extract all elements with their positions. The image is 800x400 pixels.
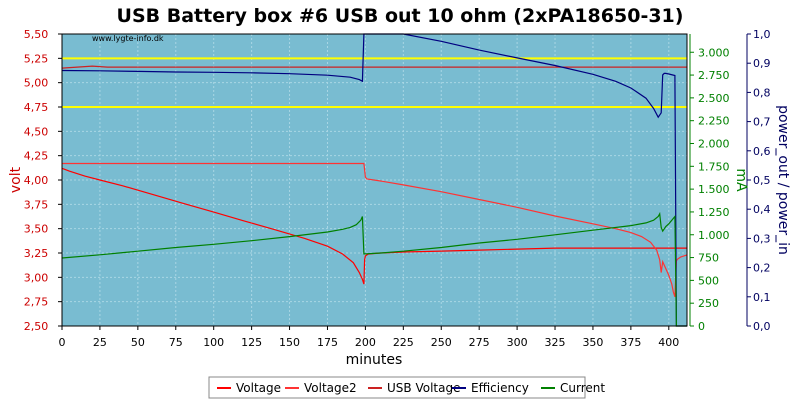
series-line-efficiency	[61, 33, 687, 327]
x-tick-label: 275	[469, 336, 490, 349]
x-tick-label: 200	[355, 336, 376, 349]
y-right-ma-tick-label: 250	[698, 297, 719, 310]
y-right-ma-tick-label: 750	[698, 252, 719, 265]
y-right-power-tick-label: 0,9	[753, 57, 771, 70]
y-left-tick-label: 3,50	[24, 223, 49, 236]
y-right-power-tick-label: 0,3	[753, 232, 771, 245]
y-right-power-tick-label: 1,0	[753, 28, 771, 41]
y-left-tick-label: 2,75	[24, 296, 49, 309]
x-tick-label: 50	[131, 336, 145, 349]
legend: Voltage Voltage2 USB Voltage Efficiency Curr…	[208, 376, 605, 399]
x-tick-label: 100	[203, 336, 224, 349]
x-tick-label: 225	[393, 336, 414, 349]
y-right-ma-tick-label: 1.000	[698, 229, 730, 242]
x-tick-label: 325	[545, 336, 566, 349]
y-left-tick-label: 5,00	[24, 77, 49, 90]
x-tick-label: 150	[279, 336, 300, 349]
y-right-power-tick-label: 0,0	[753, 320, 771, 333]
grid	[61, 33, 687, 327]
legend-box	[208, 376, 586, 399]
x-axis-label: minutes	[346, 352, 403, 368]
x-tick-label: 175	[317, 336, 338, 349]
series-line-voltage	[61, 167, 687, 285]
watermark: www.lygte-info.dk	[92, 34, 164, 43]
y-right-ma-tick-label: 2.750	[698, 69, 730, 82]
y-right-power-tick-label: 0,8	[753, 86, 771, 99]
x-tick-label: 400	[658, 336, 679, 349]
legend-label: Voltage	[236, 381, 281, 395]
y-right-power-tick-label: 0,5	[753, 174, 771, 187]
legend-label: Voltage2	[304, 381, 357, 395]
y-right-power-tick-label: 0,4	[753, 203, 771, 216]
legend-label: Current	[560, 381, 605, 395]
chart-title: USB Battery box #6 USB out 10 ohm (2xPA1…	[117, 5, 684, 27]
y-right-ma-tick-label: 500	[698, 274, 719, 287]
x-tick-label: 125	[241, 336, 262, 349]
y-axis-right-ma: 0 250 500 750 1.000 1.250 1.500 1.750 2.000 2.250…	[689, 34, 730, 333]
y-left-tick-label: 3,75	[24, 198, 49, 211]
series-group	[61, 33, 688, 327]
y-left-tick-label: 2,50	[24, 320, 49, 333]
legend-label: USB Voltage	[387, 381, 460, 395]
y-right-ma-tick-label: 3.000	[698, 46, 730, 59]
series-line-usb-voltage	[61, 65, 687, 69]
y-right-ma-tick-label: 0	[698, 320, 705, 333]
y-left-tick-label: 4,00	[24, 174, 49, 187]
y-right-power-tick-label: 0,1	[753, 291, 771, 304]
x-tick-label: 375	[620, 336, 641, 349]
y-right-power-tick-label: 0,7	[753, 116, 771, 129]
y-right-ma-tick-label: 1.250	[698, 206, 730, 219]
x-axis: 0 25 50 75 100 125 150 175 200 225 250 275 300 325 350…	[59, 326, 679, 349]
y-left-tick-label: 3,25	[24, 247, 49, 260]
reference-lines	[62, 57, 687, 108]
y-left-tick-label: 3,00	[24, 271, 49, 284]
y-left-tick-label: 5,25	[24, 52, 49, 65]
y-left-tick-label: 4,50	[24, 125, 49, 138]
x-tick-label: 250	[431, 336, 452, 349]
y-right-ma-tick-label: 2.250	[698, 115, 730, 128]
x-tick-label: 300	[507, 336, 528, 349]
y-left-tick-label: 4,25	[24, 150, 49, 163]
y-axis-right-ma-label: mA	[733, 168, 749, 192]
x-tick-label: 75	[169, 336, 183, 349]
y-right-power-tick-label: 0,6	[753, 145, 771, 158]
y-axis-right-power-label: power_out / power_in	[775, 105, 791, 255]
y-right-ma-tick-label: 2.500	[698, 92, 730, 105]
legend-label: Efficiency	[471, 381, 529, 395]
y-axis-right-power: 0,0 0,1 0,2 0,3 0,4 0,5 0,6 0,7 0,8 0,9 1,0	[746, 28, 771, 333]
x-tick-label: 0	[59, 336, 66, 349]
y-axis-left-label: volt	[8, 166, 24, 193]
y-left-tick-label: 5,50	[24, 28, 49, 41]
series-line-current	[61, 211, 687, 327]
y-axis-left: 2,50 2,75 3,00 3,25 3,50 3,75 4,00 4,25 4,50 4,75…	[24, 28, 62, 333]
y-left-tick-label: 4,75	[24, 101, 49, 114]
x-tick-label: 350	[582, 336, 603, 349]
y-right-ma-tick-label: 1.750	[698, 160, 730, 173]
y-right-ma-tick-label: 2.000	[698, 138, 730, 151]
y-right-power-tick-label: 0,2	[753, 262, 771, 275]
y-right-ma-tick-label: 1.500	[698, 183, 730, 196]
x-tick-label: 25	[93, 336, 107, 349]
